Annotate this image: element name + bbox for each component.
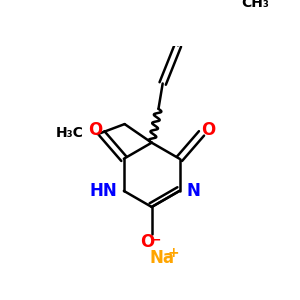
Text: O: O bbox=[88, 121, 102, 139]
Text: N: N bbox=[186, 182, 200, 200]
Text: +: + bbox=[168, 247, 179, 260]
Text: CH₃: CH₃ bbox=[241, 0, 269, 10]
Text: −: − bbox=[151, 233, 161, 247]
Text: Na: Na bbox=[149, 249, 174, 267]
Text: O: O bbox=[140, 233, 154, 251]
Text: H₃C: H₃C bbox=[56, 125, 84, 140]
Text: HN: HN bbox=[89, 182, 117, 200]
Text: O: O bbox=[201, 121, 215, 139]
